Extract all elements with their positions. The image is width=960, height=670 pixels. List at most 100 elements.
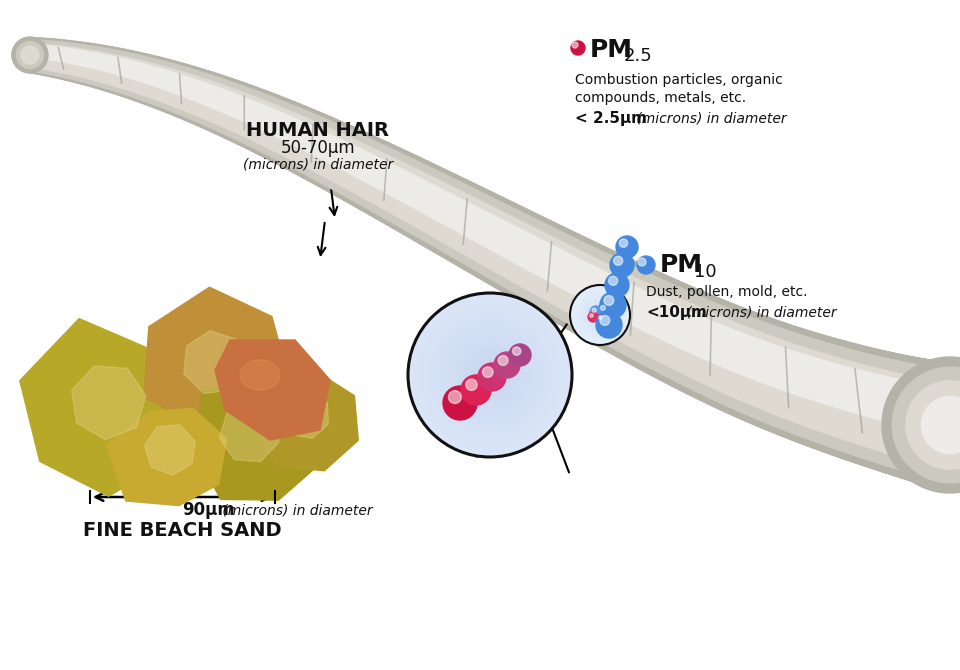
Ellipse shape bbox=[184, 81, 210, 100]
Ellipse shape bbox=[485, 224, 523, 254]
Circle shape bbox=[464, 349, 516, 401]
Ellipse shape bbox=[220, 89, 274, 141]
Ellipse shape bbox=[570, 258, 665, 350]
Ellipse shape bbox=[103, 50, 150, 96]
Ellipse shape bbox=[271, 109, 338, 174]
Ellipse shape bbox=[649, 306, 694, 341]
Circle shape bbox=[494, 352, 520, 378]
Ellipse shape bbox=[876, 381, 931, 425]
Ellipse shape bbox=[835, 369, 915, 448]
Ellipse shape bbox=[592, 269, 689, 363]
Ellipse shape bbox=[156, 70, 192, 105]
Ellipse shape bbox=[906, 381, 960, 470]
Ellipse shape bbox=[441, 198, 495, 252]
Ellipse shape bbox=[532, 248, 572, 279]
Ellipse shape bbox=[704, 317, 811, 421]
Circle shape bbox=[593, 308, 607, 322]
Ellipse shape bbox=[295, 121, 355, 181]
Ellipse shape bbox=[438, 199, 475, 228]
Ellipse shape bbox=[519, 242, 560, 273]
Ellipse shape bbox=[160, 66, 214, 119]
Ellipse shape bbox=[906, 382, 960, 470]
Ellipse shape bbox=[663, 304, 753, 392]
Ellipse shape bbox=[587, 266, 683, 360]
Circle shape bbox=[609, 276, 617, 285]
Ellipse shape bbox=[686, 322, 733, 359]
Ellipse shape bbox=[81, 52, 101, 68]
Ellipse shape bbox=[206, 84, 258, 135]
Circle shape bbox=[481, 366, 499, 384]
Ellipse shape bbox=[230, 97, 272, 137]
Ellipse shape bbox=[226, 95, 267, 135]
Ellipse shape bbox=[396, 175, 447, 226]
Ellipse shape bbox=[60, 49, 80, 63]
Ellipse shape bbox=[151, 65, 197, 111]
Ellipse shape bbox=[78, 51, 108, 80]
Ellipse shape bbox=[598, 274, 683, 357]
Circle shape bbox=[588, 312, 598, 322]
Ellipse shape bbox=[875, 368, 960, 476]
Ellipse shape bbox=[455, 208, 493, 238]
Ellipse shape bbox=[492, 225, 551, 283]
Ellipse shape bbox=[211, 84, 273, 143]
Circle shape bbox=[466, 379, 477, 391]
Ellipse shape bbox=[455, 202, 529, 274]
Ellipse shape bbox=[177, 73, 226, 121]
Ellipse shape bbox=[335, 154, 405, 202]
Ellipse shape bbox=[737, 340, 810, 411]
Circle shape bbox=[474, 359, 506, 391]
Text: (microns) in diameter: (microns) in diameter bbox=[682, 305, 836, 319]
Ellipse shape bbox=[884, 362, 960, 490]
Circle shape bbox=[441, 326, 539, 424]
Ellipse shape bbox=[99, 49, 146, 95]
Ellipse shape bbox=[708, 331, 756, 369]
Ellipse shape bbox=[181, 72, 238, 129]
Ellipse shape bbox=[193, 79, 244, 129]
Ellipse shape bbox=[548, 247, 640, 337]
Ellipse shape bbox=[426, 187, 498, 257]
Ellipse shape bbox=[604, 277, 688, 360]
Ellipse shape bbox=[884, 398, 960, 466]
Ellipse shape bbox=[787, 372, 904, 438]
Circle shape bbox=[465, 350, 515, 400]
Ellipse shape bbox=[109, 58, 131, 75]
Polygon shape bbox=[194, 378, 324, 500]
Ellipse shape bbox=[831, 359, 936, 462]
Ellipse shape bbox=[739, 343, 788, 381]
Ellipse shape bbox=[347, 150, 396, 199]
Ellipse shape bbox=[852, 390, 960, 458]
Ellipse shape bbox=[276, 111, 344, 177]
Circle shape bbox=[408, 293, 572, 457]
Ellipse shape bbox=[713, 333, 761, 371]
Circle shape bbox=[581, 296, 619, 334]
Circle shape bbox=[413, 298, 567, 452]
Ellipse shape bbox=[189, 82, 215, 103]
Ellipse shape bbox=[857, 364, 960, 471]
Ellipse shape bbox=[633, 298, 678, 333]
Ellipse shape bbox=[398, 179, 434, 206]
Ellipse shape bbox=[57, 48, 75, 62]
Ellipse shape bbox=[146, 68, 170, 86]
Ellipse shape bbox=[899, 385, 957, 430]
Ellipse shape bbox=[783, 355, 860, 429]
Ellipse shape bbox=[40, 46, 59, 60]
Circle shape bbox=[437, 322, 543, 428]
Ellipse shape bbox=[502, 241, 587, 299]
Ellipse shape bbox=[59, 42, 101, 83]
Circle shape bbox=[422, 307, 558, 443]
Ellipse shape bbox=[822, 366, 900, 443]
Text: Combustion particles, organic: Combustion particles, organic bbox=[575, 73, 782, 87]
Ellipse shape bbox=[839, 361, 945, 465]
Circle shape bbox=[610, 253, 634, 277]
Ellipse shape bbox=[449, 199, 522, 271]
Ellipse shape bbox=[566, 266, 608, 298]
Ellipse shape bbox=[882, 362, 960, 489]
Ellipse shape bbox=[502, 224, 590, 310]
Ellipse shape bbox=[724, 337, 772, 375]
Ellipse shape bbox=[732, 330, 827, 424]
Ellipse shape bbox=[576, 261, 671, 353]
Ellipse shape bbox=[340, 143, 404, 206]
Ellipse shape bbox=[17, 44, 33, 56]
Ellipse shape bbox=[412, 184, 466, 236]
Ellipse shape bbox=[164, 67, 219, 121]
